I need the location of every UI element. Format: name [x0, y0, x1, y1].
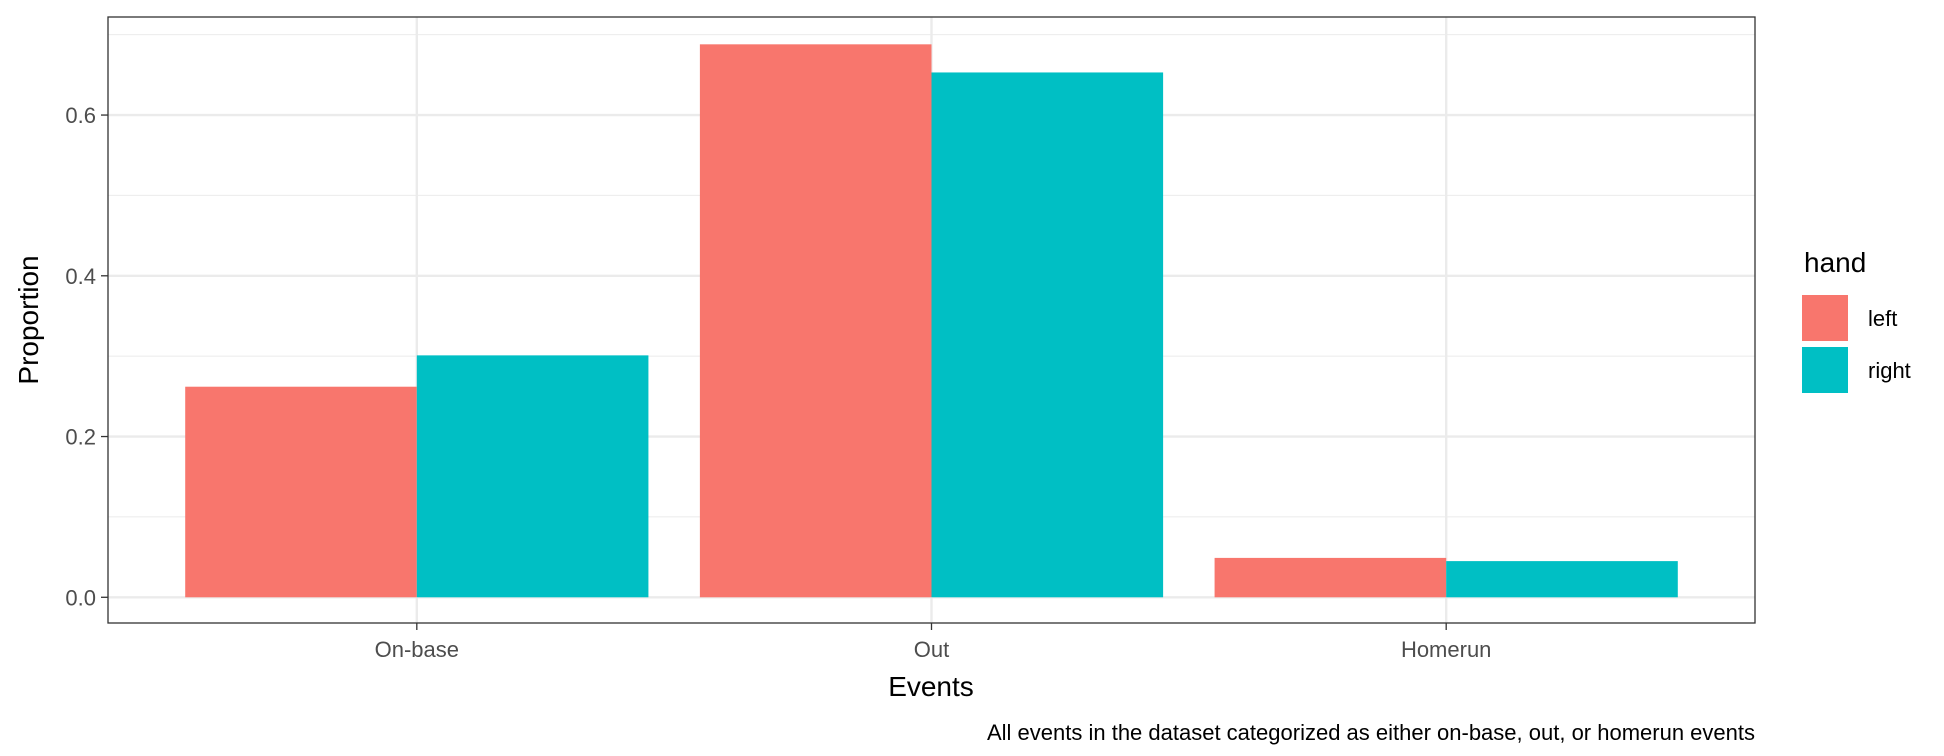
legend-label-left: left [1868, 306, 1897, 331]
legend: hand left right [1800, 247, 1911, 395]
bar-left-homerun [1214, 557, 1447, 598]
bar-right-homerun [1446, 561, 1678, 598]
bar-right-out [931, 72, 1164, 598]
legend-label-right: right [1868, 358, 1911, 383]
y-tick-label: 0.0 [65, 585, 96, 610]
x-tick-label: Homerun [1401, 637, 1491, 662]
legend-key-right [1800, 345, 1850, 395]
y-tick-label: 0.6 [65, 103, 96, 128]
bars [185, 44, 1678, 598]
x-axis: On-base Out Homerun [375, 623, 1491, 662]
bar-right-on-base [416, 355, 649, 598]
bar-left-out [699, 44, 932, 598]
x-axis-title: Events [888, 671, 974, 702]
legend-key-left [1800, 293, 1850, 343]
y-axis-title: Proportion [13, 255, 44, 384]
x-tick-label: On-base [375, 637, 459, 662]
y-axis: 0.0 0.2 0.4 0.6 [65, 103, 108, 610]
bar-left-on-base [185, 386, 417, 598]
legend-title: hand [1804, 247, 1866, 278]
y-tick-label: 0.4 [65, 264, 96, 289]
x-tick-label: Out [914, 637, 949, 662]
y-tick-label: 0.2 [65, 425, 96, 450]
caption: All events in the dataset categorized as… [987, 720, 1755, 745]
